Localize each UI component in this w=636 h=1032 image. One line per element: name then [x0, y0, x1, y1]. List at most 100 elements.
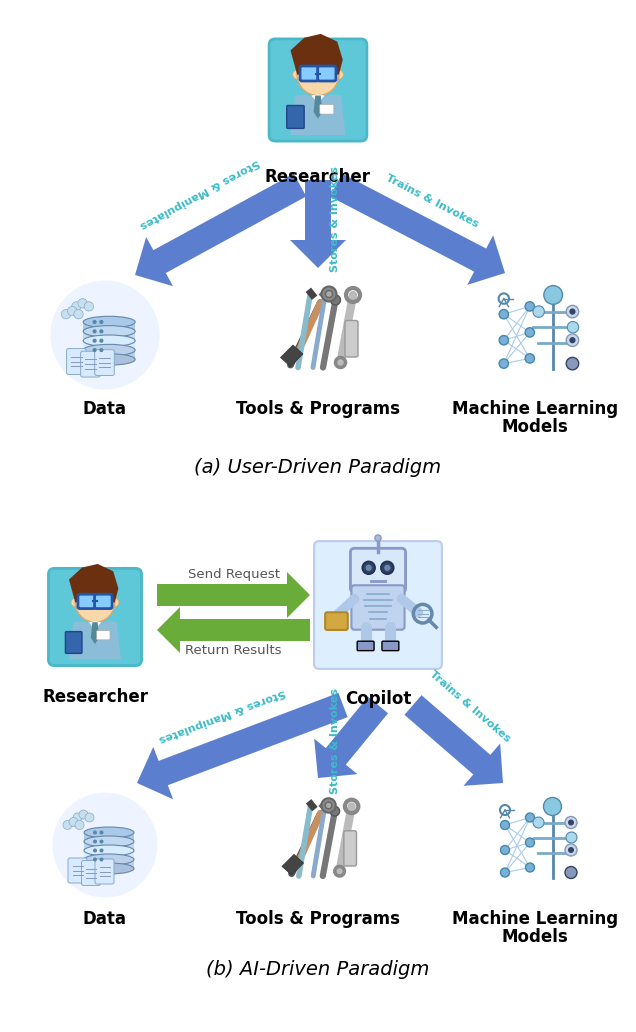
Circle shape [330, 806, 340, 816]
Ellipse shape [84, 827, 134, 838]
Text: Data: Data [83, 400, 127, 418]
Polygon shape [314, 697, 388, 778]
Circle shape [499, 359, 508, 368]
Text: Models: Models [502, 928, 569, 946]
FancyBboxPatch shape [84, 850, 134, 860]
FancyBboxPatch shape [269, 39, 367, 141]
Polygon shape [91, 622, 99, 644]
FancyBboxPatch shape [68, 858, 87, 883]
Circle shape [565, 867, 577, 878]
Circle shape [84, 301, 93, 311]
Text: Send Request: Send Request [188, 568, 279, 581]
FancyBboxPatch shape [95, 859, 114, 884]
Text: Researcher: Researcher [265, 168, 371, 186]
Circle shape [99, 329, 104, 333]
Circle shape [525, 328, 534, 337]
Circle shape [93, 848, 97, 852]
Circle shape [525, 863, 534, 872]
Circle shape [85, 813, 94, 823]
Circle shape [499, 335, 508, 345]
Text: Stores & Invokes: Stores & Invokes [330, 166, 340, 272]
Text: Data: Data [83, 910, 127, 928]
FancyBboxPatch shape [83, 331, 135, 341]
Circle shape [75, 820, 84, 830]
FancyBboxPatch shape [83, 341, 135, 350]
Circle shape [363, 561, 375, 574]
Ellipse shape [83, 354, 135, 365]
Text: Machine Learning: Machine Learning [452, 910, 618, 928]
Circle shape [525, 354, 534, 363]
Polygon shape [157, 607, 310, 653]
Polygon shape [137, 692, 348, 799]
Circle shape [93, 839, 97, 843]
Circle shape [50, 281, 160, 390]
FancyBboxPatch shape [83, 322, 135, 331]
Circle shape [565, 844, 577, 856]
Circle shape [69, 817, 78, 827]
Circle shape [75, 583, 114, 622]
FancyBboxPatch shape [317, 66, 336, 80]
Circle shape [78, 298, 87, 308]
Circle shape [99, 858, 104, 862]
Circle shape [73, 813, 82, 823]
Circle shape [525, 813, 534, 823]
Circle shape [99, 348, 104, 352]
FancyBboxPatch shape [95, 350, 114, 376]
Text: Stores & Manipulates: Stores & Manipulates [138, 157, 261, 230]
Circle shape [384, 565, 391, 571]
FancyBboxPatch shape [97, 631, 110, 640]
Ellipse shape [84, 836, 134, 847]
Circle shape [99, 338, 104, 343]
Text: Trains & Invokes: Trains & Invokes [428, 669, 512, 744]
FancyBboxPatch shape [67, 349, 86, 375]
FancyBboxPatch shape [344, 831, 357, 866]
Circle shape [568, 847, 574, 853]
Circle shape [331, 295, 340, 305]
Circle shape [322, 287, 336, 301]
Circle shape [381, 561, 394, 574]
Polygon shape [291, 34, 343, 74]
Text: Models: Models [502, 418, 569, 436]
Circle shape [544, 798, 562, 815]
Circle shape [566, 832, 577, 843]
Circle shape [92, 329, 97, 333]
Text: Stores & Manipulates: Stores & Manipulates [157, 687, 287, 744]
Circle shape [92, 348, 97, 352]
Circle shape [525, 301, 534, 311]
Circle shape [297, 54, 339, 96]
FancyBboxPatch shape [48, 569, 142, 666]
Text: Machine Learning: Machine Learning [452, 400, 618, 418]
Circle shape [525, 838, 534, 847]
FancyBboxPatch shape [314, 541, 442, 669]
Polygon shape [291, 94, 345, 135]
Circle shape [569, 337, 576, 344]
FancyBboxPatch shape [84, 841, 134, 850]
Ellipse shape [84, 863, 134, 874]
Polygon shape [290, 180, 346, 268]
Text: Trains & Invokes: Trains & Invokes [384, 172, 481, 229]
Text: Return Results: Return Results [185, 644, 282, 657]
Circle shape [566, 305, 579, 318]
Circle shape [501, 845, 509, 854]
Text: (a) User-Driven Paradigm: (a) User-Driven Paradigm [195, 458, 441, 477]
Circle shape [501, 820, 509, 830]
Circle shape [566, 334, 579, 347]
Circle shape [565, 816, 577, 829]
Circle shape [293, 70, 301, 79]
FancyBboxPatch shape [78, 594, 95, 609]
Circle shape [533, 305, 544, 317]
Circle shape [499, 310, 508, 319]
Circle shape [93, 858, 97, 862]
Circle shape [93, 831, 97, 835]
Ellipse shape [83, 326, 135, 337]
FancyBboxPatch shape [84, 860, 134, 869]
FancyBboxPatch shape [84, 833, 134, 841]
Circle shape [111, 599, 119, 607]
Circle shape [321, 798, 336, 812]
Text: Tools & Programs: Tools & Programs [236, 910, 400, 928]
Circle shape [567, 322, 579, 333]
Circle shape [61, 310, 71, 319]
Circle shape [67, 307, 77, 316]
FancyBboxPatch shape [287, 105, 304, 128]
Ellipse shape [83, 335, 135, 347]
